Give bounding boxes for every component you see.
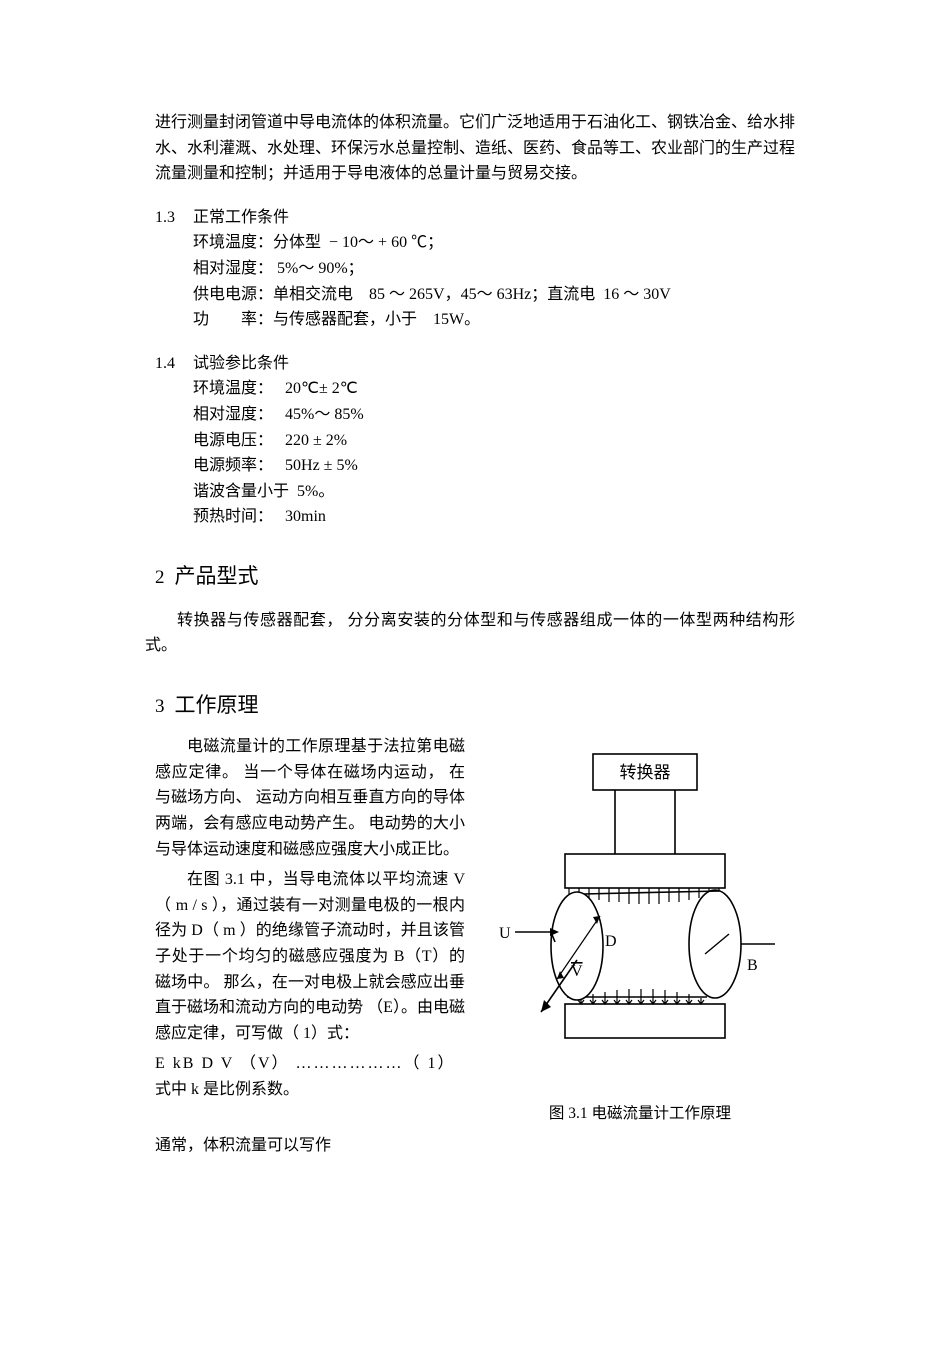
s2-body: 转换器与传感器配套， 分分离安装的分体型和与传感器组成一体的一体型两种结构形式。 bbox=[145, 608, 795, 659]
h2-title-3: 工作原理 bbox=[175, 689, 259, 723]
s3-p2: 在图 3.1 中，当导电流体以平均流速 V（ m / s ），通过装有一对测量电… bbox=[155, 867, 465, 1046]
intro-paragraph: 进行测量封闭管道中导电流体的体积流量。它们广泛地适用于石油化工、钢铁冶金、给水排… bbox=[155, 110, 795, 187]
section-title-1-4: 试验参比条件 bbox=[193, 351, 795, 377]
section-content-1-3: 正常工作条件 环境温度：分体型 − 10～ + 60 ℃； 相对湿度： 5%～ … bbox=[193, 205, 795, 333]
figure-caption: 图 3.1 电磁流量计工作原理 bbox=[485, 1102, 795, 1127]
h2-num-3: 3 bbox=[155, 692, 165, 722]
section-title-1-3: 正常工作条件 bbox=[193, 205, 795, 231]
s14-l6-label: 预热时间： bbox=[193, 504, 273, 530]
heading-3: 3 工作原理 bbox=[155, 689, 795, 723]
s14-l6-val: 30min bbox=[273, 504, 326, 530]
s14-l4-val: 50Hz ± 5% bbox=[273, 453, 358, 479]
s13-l3-label: 供电电源：单相交流电 bbox=[193, 282, 353, 308]
s14-l2-val: 45%～ 85% bbox=[273, 402, 364, 428]
s14-l3-label: 电源电压： bbox=[193, 428, 273, 454]
column-left: 电磁流量计的工作原理基于法拉第电磁感应定律。 当一个导体在磁场内运动， 在与磁场… bbox=[155, 734, 465, 1158]
s13-l3-val: 85 ～ 265V，45～ 63Hz；直流电 16 ～ 30V bbox=[353, 282, 671, 308]
h2-title-2: 产品型式 bbox=[175, 560, 259, 594]
s14-l4-label: 电源频率： bbox=[193, 453, 273, 479]
s13-l4-val: 15W。 bbox=[417, 307, 480, 333]
section-num-1-4: 1.4 bbox=[155, 351, 193, 530]
two-column-layout: 电磁流量计的工作原理基于法拉第电磁感应定律。 当一个导体在磁场内运动， 在与磁场… bbox=[155, 734, 795, 1158]
column-right: 转换器 bbox=[485, 734, 795, 1158]
section-1-3: 1.3 正常工作条件 环境温度：分体型 − 10～ + 60 ℃； 相对湿度： … bbox=[155, 205, 795, 333]
label-D: D bbox=[605, 933, 617, 950]
converter-label: 转换器 bbox=[620, 763, 671, 782]
s3-p3: 式中 k 是比例系数。 bbox=[155, 1077, 465, 1103]
heading-2: 2 产品型式 bbox=[155, 560, 795, 594]
label-B: B bbox=[747, 957, 758, 974]
s14-l2-label: 相对湿度： bbox=[193, 402, 273, 428]
s14-l1-label: 环境温度： bbox=[193, 376, 273, 402]
s13-l2-label: 相对湿度： bbox=[193, 256, 273, 282]
flowmeter-diagram: 转换器 bbox=[485, 744, 795, 1084]
s14-l5-val: 5%。 bbox=[289, 479, 334, 505]
s14-l5-label: 谐波含量小于 bbox=[193, 479, 289, 505]
s14-l1-val: 20℃± 2℃ bbox=[273, 376, 358, 402]
s3-final: 通常，体积流量可以写作 bbox=[155, 1133, 465, 1159]
h2-num-2: 2 bbox=[155, 563, 165, 593]
s13-l2-val: 5%～ 90%； bbox=[273, 256, 364, 282]
s13-l1-val: − 10～ + 60 ℃； bbox=[321, 230, 443, 256]
label-U: U bbox=[499, 925, 511, 942]
s14-l3-val: 220 ± 2% bbox=[273, 428, 347, 454]
section-content-1-4: 试验参比条件 环境温度： 20℃± 2℃ 相对湿度： 45%～ 85% 电源电压… bbox=[193, 351, 795, 530]
s3-formula: E kB D V （V） ………………（ 1） bbox=[155, 1051, 465, 1077]
s13-l4-label: 功 率：与传感器配套，小于 bbox=[193, 307, 417, 333]
section-1-4: 1.4 试验参比条件 环境温度： 20℃± 2℃ 相对湿度： 45%～ 85% … bbox=[155, 351, 795, 530]
s13-l1-label: 环境温度：分体型 bbox=[193, 230, 321, 256]
label-V: V bbox=[571, 963, 583, 980]
s3-p1: 电磁流量计的工作原理基于法拉第电磁感应定律。 当一个导体在磁场内运动， 在与磁场… bbox=[155, 734, 465, 862]
section-num-1-3: 1.3 bbox=[155, 205, 193, 333]
